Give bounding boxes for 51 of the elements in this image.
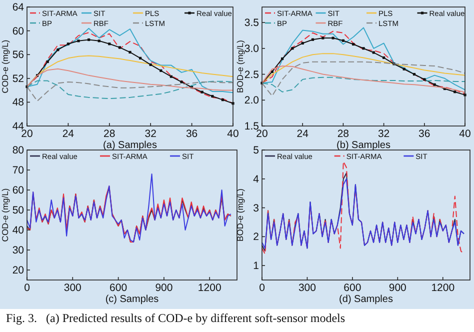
- y-tick-label: 2.5: [244, 68, 260, 81]
- y-tick-label: 3.0: [244, 42, 260, 55]
- x-tick-label: 600: [344, 282, 362, 294]
- y-tick-label: 64: [12, 2, 24, 14]
- y-tick-label: 2.0: [244, 94, 260, 107]
- y-axis-title: COD-e (mg/L): [0, 40, 10, 94]
- x-tick-label: 32: [378, 128, 390, 140]
- y-axis-title: BOD-e (mg/L): [235, 40, 245, 93]
- x-tick-label: 0: [24, 282, 30, 294]
- y-tick-label: 20: [12, 264, 24, 276]
- x-axis-title: (a) Samples: [103, 140, 157, 151]
- x-tick-label: 24: [296, 128, 309, 140]
- y-tick-label: 50: [12, 204, 24, 216]
- y-tick-label: 3: [253, 202, 260, 214]
- x-tick-label: 300: [64, 282, 82, 294]
- y-axis-title: COD-e (mg/L): [0, 188, 10, 242]
- x-tick-label: 300: [298, 282, 316, 294]
- x-tick-label: 40: [227, 128, 239, 140]
- y-tick-label: 40: [12, 224, 24, 236]
- x-tick-label: 24: [62, 128, 74, 140]
- y-tick-label: 80: [12, 144, 24, 156]
- caption: Fig. 3. (a) Predicted results of COD-e by different soft-sensor models: [6, 311, 346, 325]
- x-tick-label: 36: [186, 128, 198, 140]
- x-tick-label: 1200: [431, 282, 455, 294]
- x-tick-label: 36: [418, 128, 430, 140]
- x-axis-title: (d) Samples: [339, 294, 393, 305]
- x-tick-label: 40: [459, 128, 471, 140]
- y-tick-label: 2: [253, 231, 260, 244]
- x-tick-label: 900: [388, 282, 407, 294]
- x-tick-label: 600: [110, 282, 128, 294]
- y-tick-label: 1: [253, 260, 260, 272]
- y-tick-label: 30: [12, 244, 24, 256]
- y-tick-label: 3.5: [244, 17, 260, 30]
- x-tick-label: 32: [144, 128, 157, 140]
- x-tick-label: 28: [337, 128, 350, 140]
- x-tick-label: 0: [259, 282, 266, 294]
- y-tick-label: 52: [12, 72, 24, 85]
- x-tick-label: 900: [155, 282, 173, 294]
- y-tick-label: 70: [12, 164, 24, 176]
- x-tick-label: 1200: [198, 282, 222, 294]
- x-tick-label: 20: [21, 128, 33, 140]
- y-tick-label: 60: [12, 25, 24, 38]
- x-tick-label: 28: [104, 128, 116, 140]
- x-axis-title: (c) Samples: [105, 294, 159, 305]
- y-tick-label: 5: [253, 144, 260, 156]
- y-tick-label: 60: [12, 184, 24, 196]
- y-tick-label: 48: [12, 96, 24, 109]
- y-tick-label: 56: [12, 49, 24, 62]
- x-axis-title: (b) Samples: [336, 140, 390, 151]
- y-axis-title: BOD-e (mg/L): [235, 188, 245, 242]
- y-tick-label: 4: [253, 173, 260, 186]
